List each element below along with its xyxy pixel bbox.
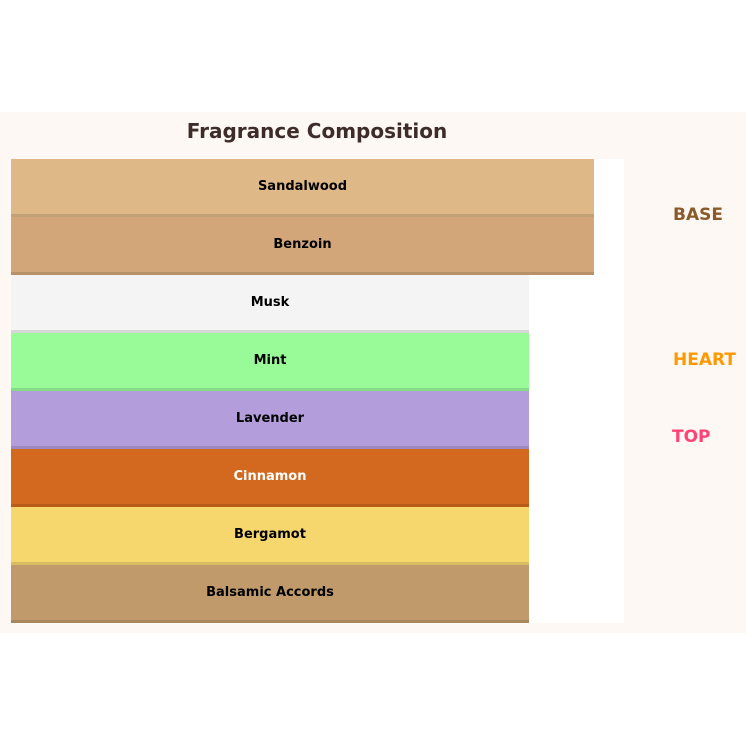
layer-label: Cinnamon [233, 469, 307, 484]
layer-label: Benzoin [273, 237, 332, 252]
layer-label: Bergamot [234, 527, 306, 542]
layer-musk: Musk [11, 275, 529, 333]
tier-label-top: TOP [672, 427, 711, 447]
layer-label: Sandalwood [257, 179, 348, 194]
layer-lavender: Lavender [11, 391, 529, 449]
layer-label: Balsamic Accords [206, 585, 334, 600]
layer-sandalwood: Sandalwood [11, 159, 594, 217]
layer-balsamic-accords: Balsamic Accords [11, 565, 529, 623]
layer-label: Musk [250, 295, 290, 310]
tier-label-base: BASE [673, 205, 723, 225]
layer-label: Lavender [235, 411, 305, 426]
layer-cinnamon: Cinnamon [11, 449, 529, 507]
layer-label: Mint [253, 353, 287, 368]
layer-benzoin: Benzoin [11, 217, 594, 275]
tier-label-heart: HEART [673, 350, 736, 370]
layer-bergamot: Bergamot [11, 507, 529, 565]
layer-mint: Mint [11, 333, 529, 391]
chart-title: Fragrance Composition [186, 119, 448, 143]
